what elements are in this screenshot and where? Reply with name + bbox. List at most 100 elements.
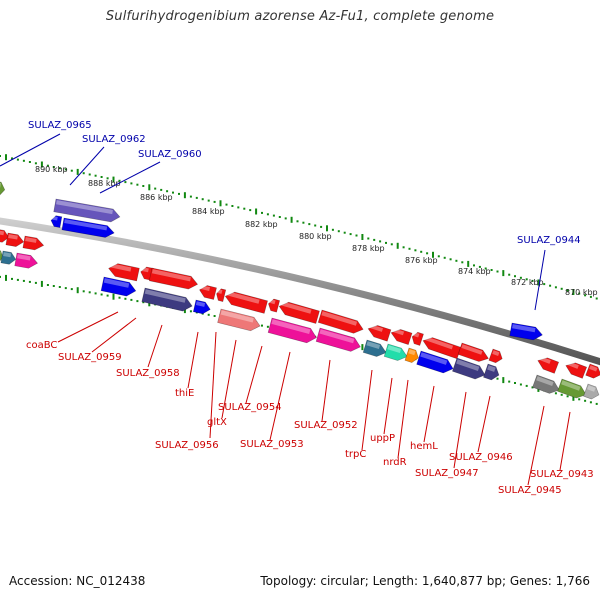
scale-tick <box>595 297 598 300</box>
gene-arrow[interactable] <box>532 374 562 396</box>
gene-arrow[interactable] <box>224 290 268 314</box>
scale-tick <box>189 310 192 313</box>
scale-tick <box>142 185 145 187</box>
scale-tick <box>70 288 73 291</box>
gene-label[interactable]: SULAZ_0958 <box>116 368 180 379</box>
gene-arrow[interactable] <box>61 217 115 239</box>
scale-tick <box>361 234 364 240</box>
gene-label[interactable]: SULAZ_0962 <box>82 134 146 145</box>
scale-label: 882 kbp <box>245 220 278 229</box>
gene-arrow[interactable] <box>107 262 140 282</box>
scale-tick <box>82 290 85 293</box>
gene-label[interactable]: SULAZ_0954 <box>218 402 282 413</box>
gene-arrow[interactable] <box>483 363 501 382</box>
scale-tick <box>249 209 252 212</box>
gene-label[interactable]: hemL <box>410 441 438 452</box>
scale-tick <box>296 220 299 223</box>
gene-label[interactable]: uppP <box>370 433 395 444</box>
gene-label[interactable]: SULAZ_0960 <box>138 149 202 160</box>
gene-arrow[interactable] <box>557 378 589 401</box>
gene-arrow[interactable] <box>488 348 504 364</box>
scale-tick <box>94 292 97 295</box>
gene-arrow[interactable] <box>267 298 281 313</box>
scale-tick <box>5 274 7 281</box>
genome-backbone <box>0 217 600 366</box>
gene-arrow[interactable] <box>267 317 318 345</box>
gene-arrow[interactable] <box>217 308 262 333</box>
scale-tick <box>496 377 499 380</box>
gene-arrow[interactable] <box>0 228 10 243</box>
gene-label[interactable]: SULAZ_0944 <box>517 235 581 246</box>
gene-label[interactable]: SULAZ_0952 <box>294 420 358 431</box>
gene-label[interactable]: SULAZ_0959 <box>58 352 122 363</box>
gene-arrow[interactable] <box>457 342 490 364</box>
gene-label[interactable]: coaBC <box>26 340 57 351</box>
gene-arrow[interactable] <box>366 323 392 342</box>
gene-arrow[interactable] <box>583 383 600 401</box>
gene-label[interactable]: SULAZ_0943 <box>530 469 594 480</box>
scale-tick <box>508 380 511 383</box>
scale-tick <box>272 214 275 217</box>
gene-arrow[interactable] <box>389 327 413 345</box>
gene-arrow[interactable] <box>421 335 462 360</box>
gene-arrow[interactable] <box>141 287 194 313</box>
gene-arrow[interactable] <box>362 339 388 359</box>
gene-label[interactable]: SULAZ_0946 <box>449 452 513 463</box>
scale-tick <box>290 216 293 223</box>
leader-line <box>99 161 161 194</box>
scale-tick <box>525 278 528 281</box>
gene-arrow[interactable] <box>5 232 25 248</box>
leader-line <box>69 146 105 186</box>
gene-arrow[interactable] <box>404 347 420 364</box>
scale-tick <box>414 249 417 252</box>
gene-arrow[interactable] <box>50 215 63 228</box>
gene-label[interactable]: nrdR <box>383 457 407 468</box>
gene-arrow[interactable] <box>0 250 17 265</box>
gene-arrow[interactable] <box>53 198 121 223</box>
gene-label[interactable]: SULAZ_0956 <box>155 440 219 451</box>
gene-arrow[interactable] <box>22 235 45 251</box>
leader-line <box>397 379 409 459</box>
gene-arrow[interactable] <box>277 300 320 324</box>
gene-arrow[interactable] <box>100 276 137 298</box>
gene-arrow[interactable] <box>14 252 39 270</box>
gene-arrow[interactable] <box>416 350 456 375</box>
gene-arrow[interactable] <box>148 267 199 291</box>
gene-arrow[interactable] <box>383 343 409 363</box>
gene-label[interactable]: SULAZ_0947 <box>415 468 479 479</box>
gene-arrow[interactable] <box>317 309 365 336</box>
scale-tick <box>34 162 37 165</box>
scale-tick <box>566 395 569 398</box>
gene-label[interactable]: gltX <box>207 417 227 428</box>
scale-label: 890 kbp <box>35 165 68 174</box>
gene-label[interactable]: SULAZ_0945 <box>498 485 562 496</box>
gene-arrow[interactable] <box>215 288 227 302</box>
scale-tick <box>183 307 186 314</box>
gene-label[interactable]: trpC <box>345 449 366 460</box>
leader-line <box>361 369 373 451</box>
gene-arrow[interactable] <box>0 180 6 197</box>
gene-arrow[interactable] <box>536 355 560 374</box>
scale-tick <box>94 174 97 177</box>
scale-tick <box>136 300 139 303</box>
gene-arrow[interactable] <box>192 299 211 315</box>
scale-tick <box>213 315 216 317</box>
scale-tick <box>396 242 399 249</box>
gene-arrow[interactable] <box>198 284 217 300</box>
scale-tick <box>112 293 115 300</box>
gene-arrow[interactable] <box>452 357 487 382</box>
scale-tick <box>379 240 382 243</box>
gene-arrow[interactable] <box>410 331 424 346</box>
scale-tick <box>219 200 222 207</box>
gene-arrow[interactable] <box>0 249 4 263</box>
gene-label[interactable]: SULAZ_0953 <box>240 439 304 450</box>
gene-arrow[interactable] <box>509 322 544 341</box>
gene-arrow[interactable] <box>564 360 588 379</box>
gene-label[interactable]: SULAZ_0965 <box>28 120 92 131</box>
scale-tick <box>40 280 43 287</box>
leader-line <box>91 317 137 353</box>
gene-arrow[interactable] <box>315 327 362 354</box>
gene-label[interactable]: thiE <box>175 388 194 399</box>
gene-arrow[interactable] <box>585 363 600 380</box>
scale-tick <box>118 179 121 182</box>
